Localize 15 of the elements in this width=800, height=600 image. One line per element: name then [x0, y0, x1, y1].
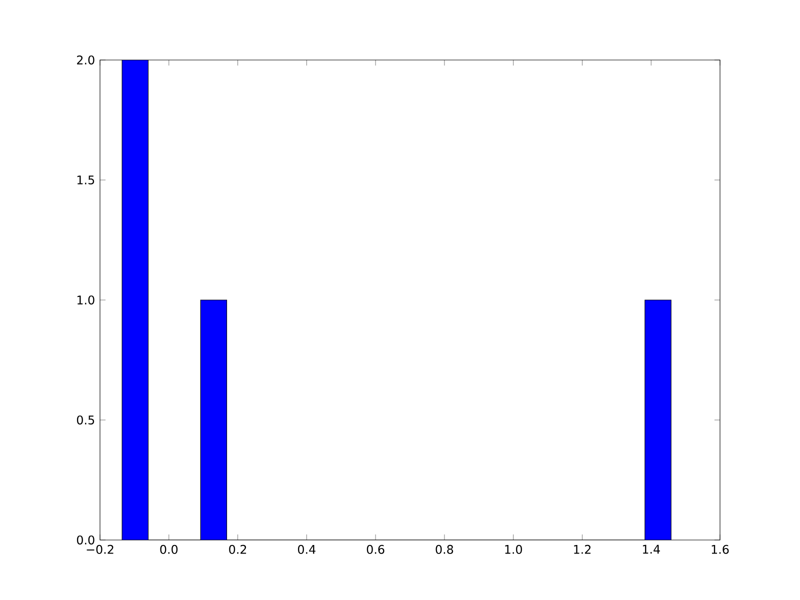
x-tick-label: 0.6 [366, 544, 384, 554]
x-tick-label: 0.0 [160, 544, 178, 554]
y-tick-label: 0.0 [76, 536, 94, 545]
y-tick-label: 1.0 [77, 295, 94, 305]
y-tick-label: 1.5 [77, 176, 94, 184]
y-tick-label: 2.0 [77, 55, 94, 64]
x-tick-label: −0.2 [86, 544, 114, 554]
x-tick-label: 0.8 [436, 544, 454, 554]
x-tick-label: 0.2 [229, 544, 246, 554]
y-tick-label: 0.5 [76, 415, 94, 425]
x-tick-label: 1.2 [574, 544, 590, 554]
x-tick-label: 1.6 [712, 544, 729, 554]
x-tick-label: 1.0 [505, 544, 522, 554]
x-tick-label: 0.4 [298, 544, 316, 554]
x-tick-label: 1.4 [642, 544, 660, 554]
